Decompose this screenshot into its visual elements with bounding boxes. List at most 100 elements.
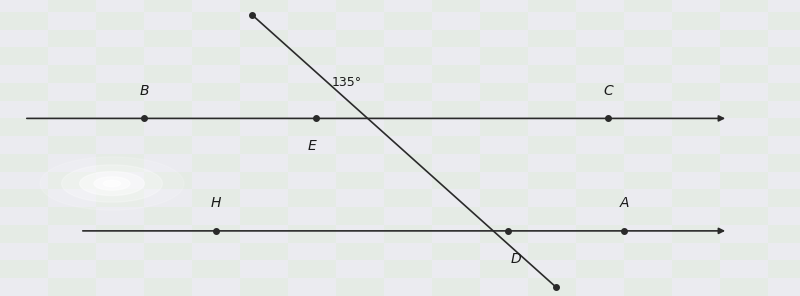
Bar [624,47,672,65]
Bar [528,225,576,243]
Bar [144,243,192,260]
Bar [192,243,240,260]
Bar [432,225,480,243]
Bar [0,30,48,47]
Bar [0,207,48,225]
Bar [768,101,800,118]
Bar [0,0,48,12]
Bar [768,83,800,101]
Bar [0,65,48,83]
Bar [672,12,720,30]
Bar [96,243,144,260]
Bar [96,101,144,118]
Bar [0,47,48,65]
Bar [576,136,624,154]
Bar [288,65,336,83]
Bar [144,83,192,101]
Bar [96,189,144,207]
Bar [720,172,768,189]
Bar [528,83,576,101]
Bar [432,189,480,207]
Bar [192,260,240,278]
Bar [192,0,240,12]
Bar [528,47,576,65]
Bar [192,278,240,296]
Bar [672,154,720,172]
Bar [48,83,96,101]
Bar [240,30,288,47]
Bar [432,30,480,47]
Bar [336,225,384,243]
Bar [48,118,96,136]
Bar [336,65,384,83]
Bar [576,278,624,296]
Bar [720,118,768,136]
Bar [720,225,768,243]
Bar [576,47,624,65]
Bar [192,47,240,65]
Bar [624,225,672,243]
Bar [288,136,336,154]
Bar [624,260,672,278]
Bar [240,172,288,189]
Bar [528,243,576,260]
Bar [720,154,768,172]
Bar [384,154,432,172]
Bar [384,65,432,83]
Bar [576,225,624,243]
Bar [672,0,720,12]
Bar [48,278,96,296]
Bar [576,12,624,30]
Bar [576,65,624,83]
Bar [768,118,800,136]
Bar [432,260,480,278]
Bar [480,118,528,136]
Bar [336,189,384,207]
Bar [0,12,48,30]
Bar [192,12,240,30]
Bar [768,12,800,30]
Bar [48,172,96,189]
Bar [768,172,800,189]
Bar [96,118,144,136]
Bar [480,260,528,278]
Bar [0,83,48,101]
Bar [576,0,624,12]
Bar [48,30,96,47]
Bar [144,154,192,172]
Bar [336,172,384,189]
Bar [48,12,96,30]
Bar [144,225,192,243]
Bar [192,207,240,225]
Bar [672,136,720,154]
Bar [720,65,768,83]
Bar [672,47,720,65]
Bar [672,30,720,47]
Bar [48,260,96,278]
Bar [48,154,96,172]
Bar [768,278,800,296]
Bar [0,101,48,118]
Bar [528,65,576,83]
Bar [432,47,480,65]
Bar [48,243,96,260]
Bar [480,172,528,189]
Bar [480,225,528,243]
Bar [432,65,480,83]
Bar [336,243,384,260]
Bar [144,12,192,30]
Bar [672,225,720,243]
Bar [576,243,624,260]
Bar [144,189,192,207]
Bar [240,65,288,83]
Bar [624,207,672,225]
Bar [384,30,432,47]
Bar [672,83,720,101]
Bar [144,118,192,136]
Bar [192,189,240,207]
Bar [288,47,336,65]
Bar [672,207,720,225]
Bar [288,83,336,101]
Bar [0,154,48,172]
Bar [384,101,432,118]
